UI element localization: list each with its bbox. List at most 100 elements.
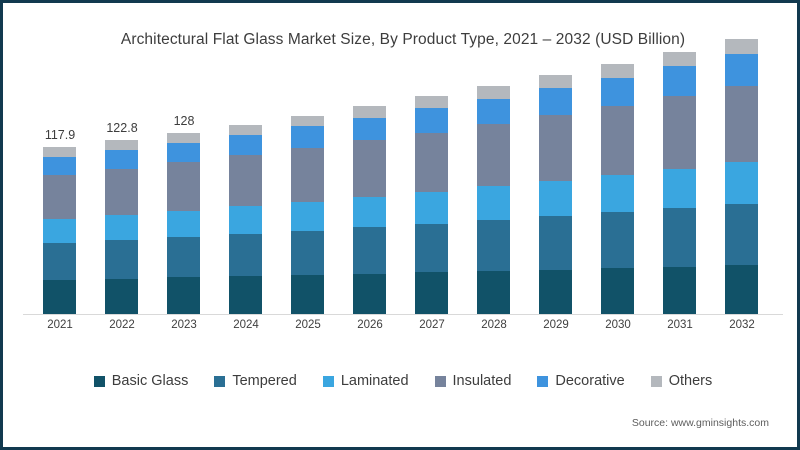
legend-label: Insulated — [452, 373, 512, 389]
bar-column[interactable] — [105, 140, 138, 315]
bar-segment[interactable] — [663, 168, 696, 209]
plot-area: 117.9 122.8 128 — [33, 38, 778, 315]
bar-segment[interactable] — [539, 216, 572, 270]
bar-segment[interactable] — [415, 96, 448, 109]
bar-segment[interactable] — [291, 148, 324, 202]
bar-segment[interactable] — [353, 227, 386, 274]
bar-segment[interactable] — [601, 174, 634, 213]
bar-segment[interactable] — [539, 75, 572, 89]
bar-segment[interactable] — [477, 86, 510, 99]
bar-column[interactable] — [539, 75, 572, 315]
bar-segment[interactable] — [539, 269, 572, 315]
bar-segment[interactable] — [477, 220, 510, 272]
bar-segment[interactable] — [167, 210, 200, 237]
x-axis-tick-2021: 2021 — [47, 319, 73, 331]
bar-segment[interactable] — [725, 203, 758, 266]
bar-column[interactable] — [601, 63, 634, 315]
legend-item-laminated[interactable]: Laminated — [322, 373, 409, 389]
bar-segment[interactable] — [229, 276, 262, 315]
bar-segment[interactable] — [415, 191, 448, 224]
bar-segment[interactable] — [167, 162, 200, 211]
legend-item-decorative[interactable]: Decorative — [537, 373, 625, 389]
bar-segment[interactable] — [105, 150, 138, 169]
bar-segment[interactable] — [725, 265, 758, 315]
legend-label: Tempered — [232, 373, 297, 389]
bar-segment[interactable] — [725, 85, 758, 162]
bar-segment[interactable] — [539, 180, 572, 217]
bar-segment[interactable] — [105, 168, 138, 216]
bar-segment[interactable] — [477, 124, 510, 187]
legend-label: Laminated — [340, 373, 409, 389]
bar-column[interactable] — [353, 106, 386, 315]
bar-segment[interactable] — [415, 132, 448, 192]
bar-segment[interactable] — [291, 274, 324, 315]
bar-segment[interactable] — [353, 140, 386, 197]
bar-segment[interactable] — [601, 268, 634, 315]
bar-segment[interactable] — [601, 77, 634, 106]
legend-swatch-icon — [93, 375, 105, 387]
bar-segment[interactable] — [601, 63, 634, 78]
bar-segment[interactable] — [353, 273, 386, 315]
bar-segment[interactable] — [105, 215, 138, 240]
legend-item-tempered[interactable]: Tempered — [214, 373, 297, 389]
bar-segment[interactable] — [415, 108, 448, 133]
bar-segment[interactable] — [43, 157, 76, 176]
bar-column[interactable] — [167, 132, 200, 315]
bar-segment[interactable] — [105, 278, 138, 315]
bar-segment[interactable] — [167, 142, 200, 163]
bar-segment[interactable] — [725, 161, 758, 204]
bar-segment[interactable] — [229, 155, 262, 207]
bar-segment[interactable] — [105, 140, 138, 151]
bar-segment[interactable] — [415, 272, 448, 315]
bar-segment[interactable] — [167, 277, 200, 315]
x-axis-tick-2030: 2030 — [605, 319, 631, 331]
bar-column[interactable] — [291, 115, 324, 315]
bar-segment[interactable] — [539, 115, 572, 181]
bar-segment[interactable] — [663, 266, 696, 315]
legend-item-others[interactable]: Others — [650, 373, 712, 389]
bar-segment[interactable] — [291, 230, 324, 275]
bar-segment[interactable] — [725, 38, 758, 55]
legend-label: Basic Glass — [111, 373, 189, 389]
bar-segment[interactable] — [601, 105, 634, 175]
bar-segment[interactable] — [291, 115, 324, 127]
bar-column[interactable] — [725, 38, 758, 315]
bar-column[interactable] — [229, 124, 262, 315]
bar-segment[interactable] — [167, 132, 200, 143]
legend-item-basic-glass[interactable]: Basic Glass — [93, 373, 189, 389]
bar-column[interactable] — [663, 51, 696, 315]
bar-segment[interactable] — [725, 54, 758, 86]
legend-swatch-icon — [322, 375, 334, 387]
bar-segment[interactable] — [229, 233, 262, 277]
bar-column[interactable] — [477, 86, 510, 315]
bar-segment[interactable] — [663, 51, 696, 67]
bar-column[interactable] — [43, 147, 76, 315]
bar-segment[interactable] — [601, 212, 634, 269]
bar-segment[interactable] — [663, 96, 696, 169]
bar-segment[interactable] — [477, 271, 510, 315]
bar-segment[interactable] — [43, 175, 76, 220]
bar-segment[interactable] — [43, 242, 76, 280]
bar-segment[interactable] — [353, 196, 386, 228]
x-axis-tick-2024: 2024 — [233, 319, 259, 331]
bar-segment[interactable] — [663, 208, 696, 267]
bar-segment[interactable] — [291, 201, 324, 231]
bar-segment[interactable] — [353, 117, 386, 141]
bar-segment[interactable] — [43, 279, 76, 315]
bar-segment[interactable] — [43, 219, 76, 243]
bar-segment[interactable] — [229, 134, 262, 156]
bar-segment[interactable] — [415, 223, 448, 273]
bar-segment[interactable] — [291, 126, 324, 149]
bar-segment[interactable] — [477, 186, 510, 221]
bar-segment[interactable] — [477, 98, 510, 125]
bar-segment[interactable] — [229, 124, 262, 135]
bar-column[interactable] — [415, 96, 448, 315]
legend-item-insulated[interactable]: Insulated — [434, 373, 512, 389]
bar-segment[interactable] — [539, 88, 572, 116]
bar-segment[interactable] — [105, 239, 138, 279]
bar-segment[interactable] — [229, 206, 262, 234]
bar-segment[interactable] — [167, 236, 200, 278]
bar-segment[interactable] — [43, 147, 76, 158]
bar-segment[interactable] — [663, 66, 696, 97]
bar-segment[interactable] — [353, 106, 386, 118]
